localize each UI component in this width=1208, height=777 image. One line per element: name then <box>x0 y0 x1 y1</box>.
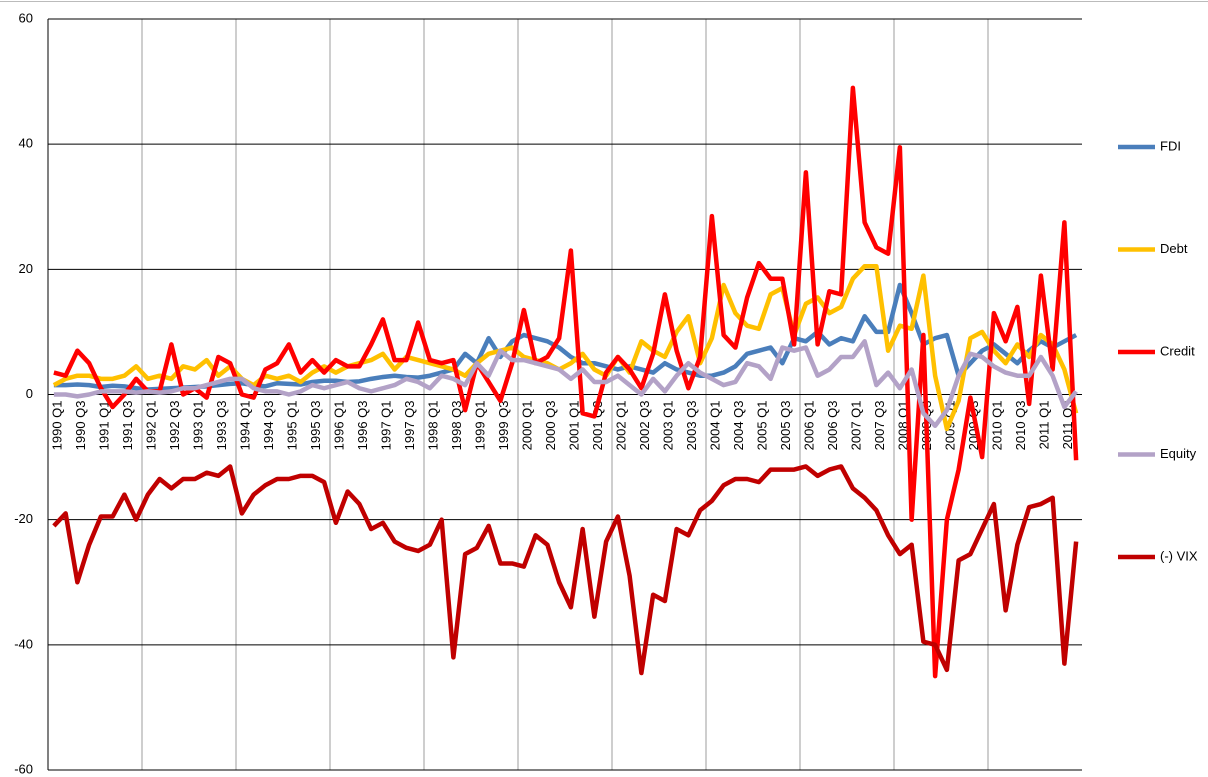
series-line <box>53 85 1079 679</box>
x-tick-label: 2005 Q3 <box>778 401 793 451</box>
y-tick-label: 40 <box>19 136 33 151</box>
x-tick-label: 2007 Q3 <box>872 401 887 451</box>
x-tick-label: 2006 Q1 <box>801 401 816 451</box>
x-tick-label: 2004 Q1 <box>707 401 722 451</box>
x-tick-label: 1993 Q1 <box>190 401 205 451</box>
y-tick-label: 0 <box>26 386 33 401</box>
legend-label: Equity <box>1160 446 1197 461</box>
x-tick-label: 1993 Q3 <box>214 401 229 451</box>
x-tick-label: 2001 Q1 <box>566 401 581 451</box>
x-tick-label: 1999 Q1 <box>472 401 487 451</box>
legend-label: Credit <box>1160 343 1195 358</box>
x-tick-label: 1992 Q3 <box>167 401 182 451</box>
x-tick-label: 1996 Q3 <box>355 401 370 451</box>
x-tick-label: 1991 Q1 <box>96 401 111 451</box>
x-tick-label: 2002 Q3 <box>637 401 652 451</box>
x-tick-label: 2000 Q1 <box>519 401 534 451</box>
x-tick-label: 2005 Q1 <box>754 401 769 451</box>
series-line <box>53 339 1078 429</box>
x-tick-label: 1995 Q3 <box>308 401 323 451</box>
x-tick-label: 2003 Q3 <box>684 401 699 451</box>
legend-label: (-) VIX <box>1160 548 1198 563</box>
x-tick-label: 2004 Q3 <box>731 401 746 451</box>
x-tick-label: 2007 Q1 <box>848 401 863 451</box>
x-tick-label: 2010 Q1 <box>989 401 1004 451</box>
x-tick-label: 2011 Q3 <box>1060 401 1075 450</box>
y-tick-label: 60 <box>19 10 33 25</box>
y-tick-label: 20 <box>19 261 33 276</box>
legend-label: FDI <box>1160 138 1181 153</box>
x-tick-label: 1996 Q1 <box>331 401 346 451</box>
x-tick-label: 2011 Q1 <box>1036 401 1051 450</box>
x-tick-label: 1990 Q1 <box>49 401 64 451</box>
legend-label: Debt <box>1160 241 1188 256</box>
x-tick-label: 2006 Q3 <box>825 401 840 451</box>
x-tick-label: 1994 Q1 <box>237 401 252 451</box>
series-line <box>52 464 1079 676</box>
x-tick-label: 1994 Q3 <box>261 401 276 451</box>
x-tick-label: 1997 Q3 <box>402 401 417 451</box>
x-tick-label: 1992 Q1 <box>143 401 158 451</box>
x-tick-label: 2010 Q3 <box>1013 401 1028 451</box>
x-tick-label: 1998 Q3 <box>449 401 464 451</box>
x-tick-label: 1990 Q3 <box>73 401 88 451</box>
x-tick-label: 1998 Q1 <box>425 401 440 451</box>
y-tick-label: -60 <box>14 761 33 776</box>
x-tick-label: 1999 Q3 <box>496 401 511 451</box>
x-tick-label: 2002 Q1 <box>613 401 628 451</box>
x-tick-label: 1991 Q3 <box>120 401 135 451</box>
y-tick-label: -20 <box>14 511 33 526</box>
x-tick-label: 2000 Q3 <box>543 401 558 451</box>
x-tick-label: 2003 Q1 <box>660 401 675 451</box>
x-tick-label: 1997 Q1 <box>378 401 393 451</box>
x-tick-label: 1995 Q1 <box>284 401 299 451</box>
y-tick-label: -40 <box>14 636 33 651</box>
